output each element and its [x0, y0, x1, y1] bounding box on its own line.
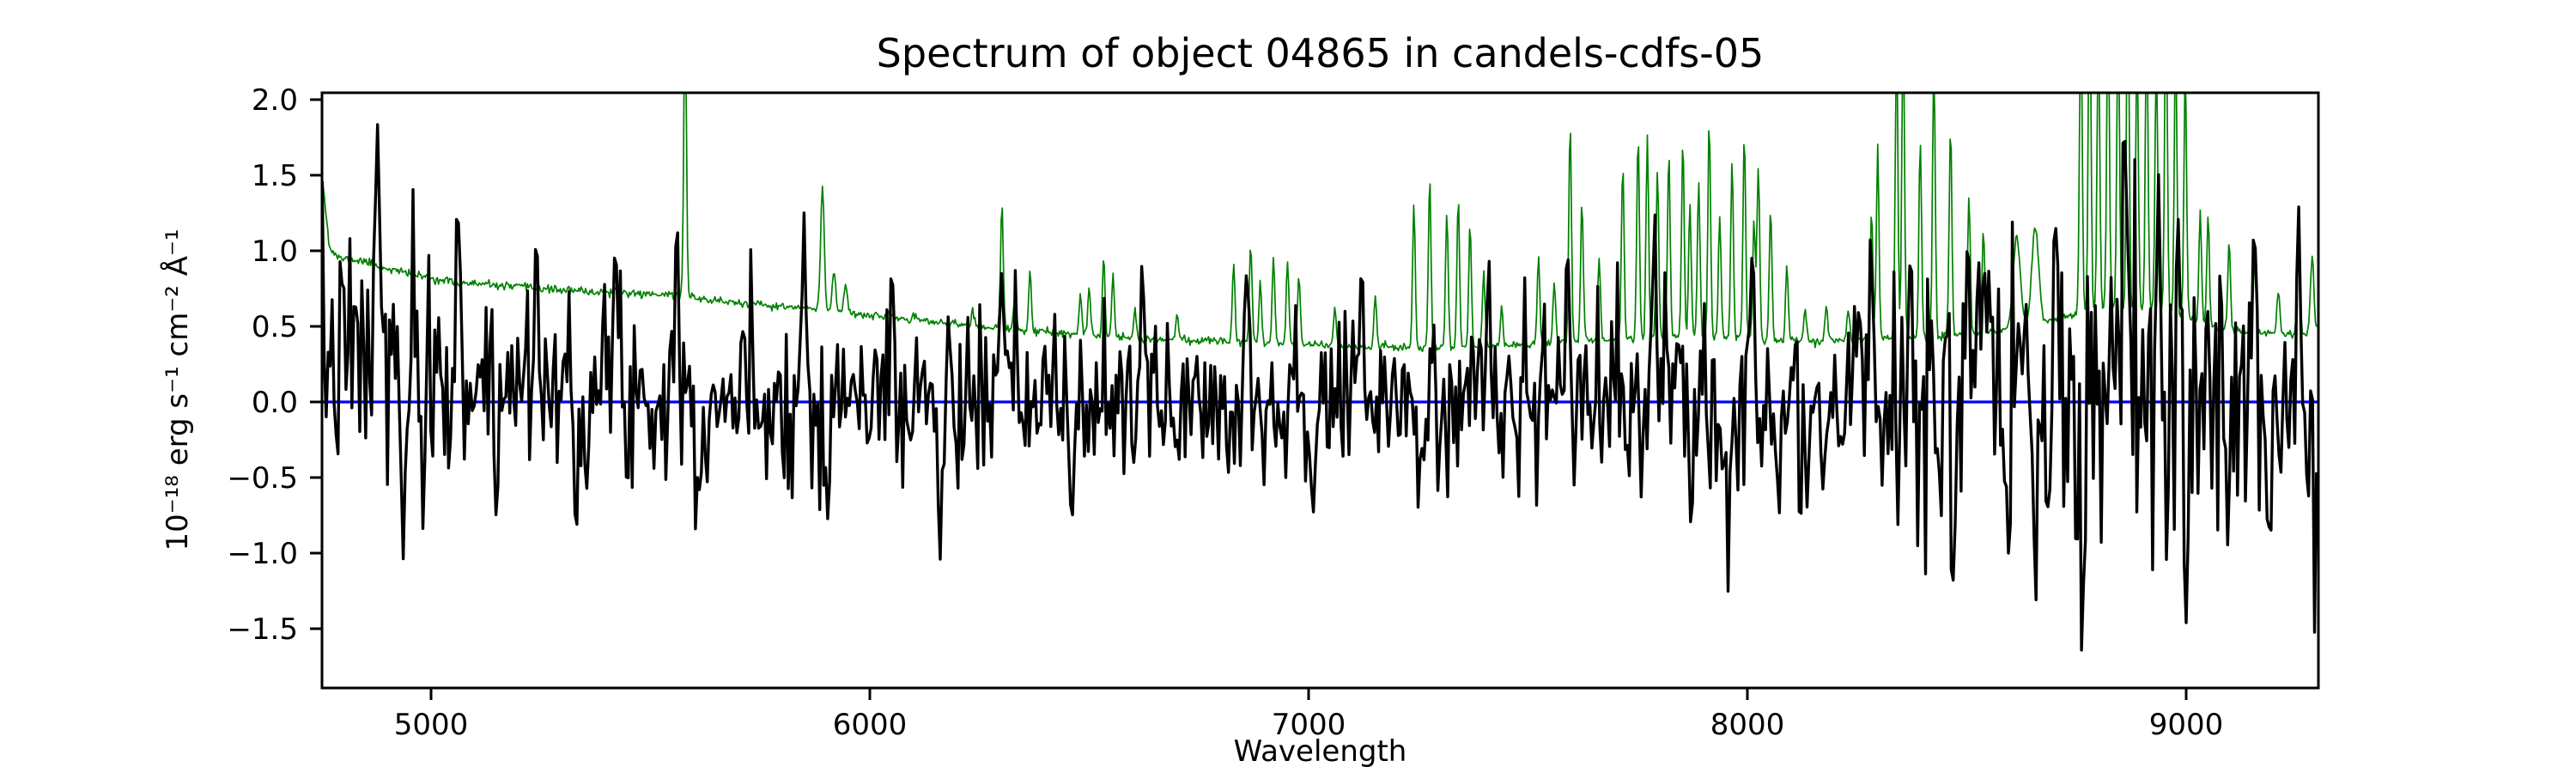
x-tick-label: 8000: [1710, 708, 1785, 742]
sky-spectrum-line: [322, 93, 2318, 353]
plot-area-border: [320, 91, 2320, 690]
y-tick-label: −1.5: [227, 612, 298, 647]
x-tick-label: 7000: [1272, 708, 1346, 742]
y-axis-label: 10⁻¹⁸ erg s⁻¹ cm⁻² Å⁻¹: [161, 228, 195, 551]
flux-spectrum-line: [322, 123, 2318, 652]
y-tick-label: 1.0: [252, 234, 298, 269]
y-tick-label: 0.0: [252, 386, 298, 420]
y-tick-label: 1.5: [252, 159, 298, 193]
y-tick-label: −0.5: [227, 461, 298, 496]
y-tick-label: 2.0: [252, 83, 298, 118]
x-tick-label: 9000: [2149, 708, 2224, 742]
plot-data-group: [322, 93, 2318, 652]
x-tick-label: 5000: [394, 708, 469, 742]
y-tick-label: 0.5: [252, 310, 298, 344]
plot-title: Spectrum of object 04865 in candels-cdfs…: [876, 30, 1765, 76]
x-tick-label: 6000: [833, 708, 908, 742]
x-axis-label: Wavelength: [1233, 734, 1407, 769]
y-tick-label: −1.0: [227, 537, 298, 571]
